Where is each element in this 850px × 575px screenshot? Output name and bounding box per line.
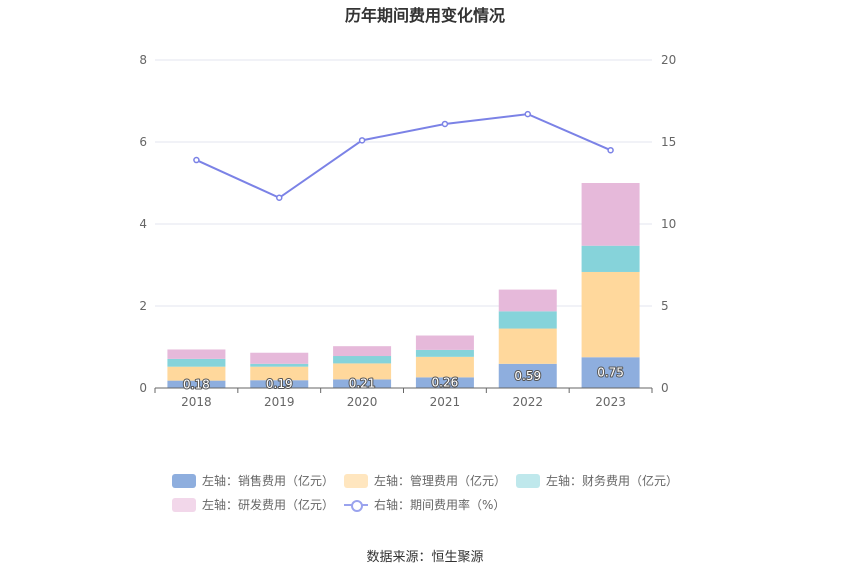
- legend-swatch-admin: [344, 473, 368, 488]
- axes: 0 2 4 6 8 0 5 10 15 20 2018 2019 2020 2021 2022 2023: [139, 53, 676, 409]
- data-label-sales: 0.75: [597, 366, 624, 380]
- bar-segment-rnd: [333, 346, 392, 357]
- gridlines: [155, 59, 652, 307]
- bar-segment-rnd: [415, 335, 474, 350]
- bar-segment-admin: [581, 271, 640, 358]
- rate-point: [358, 137, 366, 144]
- legend-label-rnd: 左轴：研发费用（亿元）: [202, 498, 335, 512]
- data-label-sales: 0.26: [432, 376, 459, 390]
- bar-segment-rnd: [498, 289, 557, 312]
- x-tick-label: 2019: [264, 395, 295, 409]
- y-right-tick-label: 10: [661, 217, 676, 231]
- bar-segment-admin: [167, 366, 226, 381]
- legend-label-admin: 左轴：管理费用（亿元）: [374, 474, 507, 488]
- legend-swatch-rnd: [172, 497, 196, 512]
- y-left-tick-label: 4: [139, 217, 147, 231]
- rate-point: [441, 120, 449, 128]
- bar-segment-sales: [581, 357, 640, 388]
- bar-segment-finance: [167, 358, 226, 367]
- bar-segment-sales: [498, 363, 557, 388]
- bar-segment-admin: [498, 328, 557, 364]
- bar-segment-finance: [333, 356, 392, 364]
- x-tick-label: 2023: [595, 395, 626, 409]
- legend-item-admin[interactable]: 左轴：管理费用（亿元）: [344, 472, 506, 489]
- rate-point: [276, 194, 283, 202]
- legend-item-rnd[interactable]: 左轴：研发费用（亿元）: [172, 496, 334, 513]
- bar-segment-rnd: [250, 352, 309, 364]
- rate-line-path: [196, 113, 611, 199]
- x-tick-label: 2020: [347, 395, 378, 409]
- legend-item-sales[interactable]: 左轴：销售费用（亿元）: [172, 472, 334, 489]
- legend-label-sales: 左轴：销售费用（亿元）: [202, 474, 335, 488]
- legend-swatch-rate: [344, 498, 368, 512]
- bar-segment-admin: [333, 363, 392, 380]
- rate-point: [193, 156, 200, 164]
- y-right-tick-label: 15: [661, 135, 676, 149]
- x-tick-label: 2018: [181, 395, 212, 409]
- bar-segment-sales: [250, 380, 309, 388]
- legend-label-finance: 左轴：财务费用（亿元）: [546, 474, 679, 488]
- data-label-sales: 0.21: [349, 377, 376, 391]
- bar-stacks: [167, 183, 640, 388]
- rate-point: [607, 146, 614, 154]
- data-labels: 0.18 0.19 0.21 0.26 0.59 0.75: [182, 365, 625, 393]
- chart-title: 历年期间费用变化情况: [344, 6, 505, 25]
- legend-swatch-sales: [172, 473, 196, 488]
- y-left-tick-label: 2: [139, 299, 147, 313]
- legend-item-finance[interactable]: 左轴：财务费用（亿元）: [516, 472, 678, 489]
- rate-line: [193, 110, 614, 202]
- rate-point: [524, 110, 531, 118]
- data-label-sales: 0.19: [266, 377, 293, 391]
- y-left-tick-label: 0: [139, 381, 147, 395]
- y-right-tick-label: 20: [661, 53, 676, 67]
- bar-segment-sales: [333, 379, 392, 388]
- bar-segment-finance: [498, 311, 557, 329]
- bar-segment-finance: [250, 363, 309, 367]
- bar-segment-rnd: [167, 349, 226, 359]
- bar-segment-admin: [250, 366, 309, 381]
- bar-segment-sales: [167, 380, 226, 388]
- legend-swatch-finance: [516, 473, 540, 488]
- y-left-tick-label: 6: [139, 135, 147, 149]
- data-label-sales: 0.59: [514, 369, 541, 383]
- x-tick-label: 2022: [512, 395, 543, 409]
- legend-label-rate: 右轴：期间费用率（%）: [374, 498, 506, 512]
- bar-segment-finance: [581, 245, 640, 272]
- bar-segment-finance: [415, 349, 474, 357]
- data-source: 数据来源：恒生聚源: [366, 550, 484, 565]
- y-left-tick-label: 8: [139, 53, 147, 67]
- bar-segment-sales: [415, 377, 474, 388]
- data-label-sales: 0.18: [183, 377, 210, 391]
- legend-item-rate[interactable]: 右轴：期间费用率（%）: [344, 496, 505, 513]
- bar-segment-rnd: [581, 183, 640, 246]
- y-right-tick-label: 5: [661, 299, 669, 313]
- x-tick-label: 2021: [430, 395, 461, 409]
- y-right-tick-label: 0: [661, 381, 669, 395]
- bar-segment-admin: [415, 356, 474, 378]
